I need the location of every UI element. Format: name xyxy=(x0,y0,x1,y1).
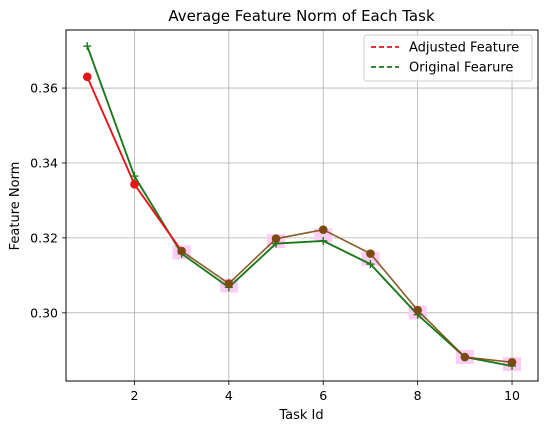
adjusted-point xyxy=(177,246,186,256)
adjusted-point xyxy=(507,357,517,367)
adjusted-point xyxy=(224,279,234,288)
ticks: 2 4 6 8 10 0.30 0.32 0.34 0.36 xyxy=(30,81,520,403)
plot-frame xyxy=(65,29,539,382)
y-tick-label: 0.32 xyxy=(30,230,58,245)
y-tick-label: 0.34 xyxy=(30,155,58,170)
original-point xyxy=(83,42,92,51)
highlight-layer xyxy=(172,228,522,372)
series-line-overlap xyxy=(181,228,513,364)
original-point xyxy=(319,236,328,245)
y-axis-label: Feature Norm xyxy=(8,162,23,251)
y-tick-label: 0.36 xyxy=(30,81,58,96)
adjusted-point xyxy=(413,305,422,315)
series-layer xyxy=(82,42,517,371)
legend: Adjusted Feature Original Fearure xyxy=(363,34,533,82)
adjusted-point xyxy=(460,352,470,362)
series-line-original xyxy=(86,45,513,367)
adjusted-point xyxy=(366,249,375,258)
y-tick-label: 0.30 xyxy=(30,305,58,320)
legend-label-original: Original Fearure xyxy=(409,61,513,76)
adjusted-point xyxy=(271,234,281,243)
original-point xyxy=(366,260,375,269)
adjusted-point xyxy=(318,225,328,234)
x-tick-label: 8 xyxy=(414,388,422,403)
adjusted-point xyxy=(130,180,139,189)
legend-box xyxy=(363,34,533,82)
x-axis-label: Task Id xyxy=(278,408,323,423)
x-tick-label: 2 xyxy=(130,388,138,403)
grid xyxy=(66,30,538,381)
x-tick-label: 10 xyxy=(504,388,520,403)
adjusted-point xyxy=(82,72,92,82)
x-tick-label: 6 xyxy=(319,388,327,403)
legend-label-adjusted: Adjusted Feature xyxy=(409,41,519,56)
chart-title: Average Feature Norm of Each Task xyxy=(168,7,435,25)
x-tick-label: 4 xyxy=(225,388,233,403)
original-point xyxy=(130,172,139,181)
